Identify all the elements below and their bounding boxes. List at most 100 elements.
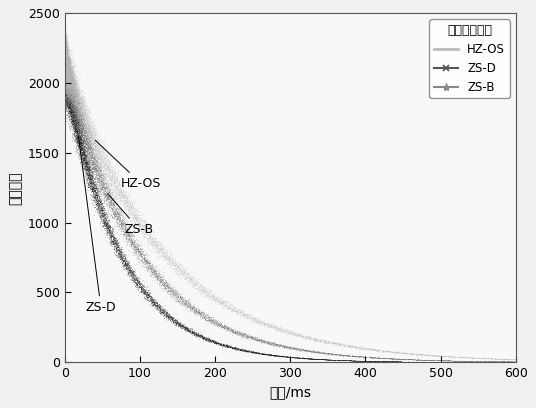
Point	[64, 89, 73, 96]
Point	[125, 212, 134, 219]
Point	[120, 216, 129, 222]
Point	[200, 314, 209, 320]
Point	[61, 73, 69, 79]
Point	[61, 60, 70, 67]
Point	[61, 64, 69, 71]
Point	[81, 163, 90, 169]
Point	[71, 129, 80, 136]
Point	[63, 54, 72, 61]
Point	[61, 67, 70, 74]
Point	[62, 62, 70, 69]
Point	[161, 253, 169, 259]
Point	[62, 73, 70, 79]
Point	[311, 348, 320, 355]
Point	[61, 47, 69, 54]
Point	[68, 89, 76, 95]
Point	[68, 98, 76, 104]
Point	[510, 358, 518, 365]
Point	[61, 68, 69, 75]
Point	[388, 348, 397, 355]
Point	[401, 356, 410, 363]
Point	[63, 71, 71, 78]
Point	[61, 56, 70, 62]
Point	[82, 162, 91, 169]
Point	[61, 62, 69, 69]
Point	[61, 65, 69, 71]
Point	[61, 55, 69, 62]
Point	[465, 357, 474, 364]
Point	[483, 359, 492, 366]
Point	[98, 171, 106, 177]
Point	[266, 324, 275, 330]
Point	[61, 67, 70, 73]
Point	[153, 274, 161, 281]
Point	[201, 313, 210, 319]
Point	[66, 81, 75, 88]
Point	[61, 59, 69, 65]
Point	[66, 88, 75, 94]
Point	[61, 55, 69, 62]
Point	[235, 347, 243, 353]
Point	[78, 103, 87, 109]
Point	[61, 58, 70, 65]
Point	[64, 72, 72, 78]
Point	[64, 89, 72, 95]
Point	[63, 74, 71, 80]
Point	[116, 221, 125, 228]
Point	[61, 71, 70, 78]
Point	[61, 65, 69, 72]
Point	[75, 135, 83, 142]
Point	[65, 84, 73, 90]
Point	[65, 80, 73, 86]
Point	[199, 310, 207, 316]
Point	[61, 51, 70, 57]
Point	[61, 60, 69, 66]
Point	[185, 329, 194, 335]
Point	[106, 175, 115, 181]
Point	[61, 57, 69, 63]
Point	[66, 88, 75, 95]
Point	[62, 68, 70, 75]
Point	[61, 60, 69, 66]
Point	[117, 250, 125, 257]
Point	[64, 93, 72, 99]
Point	[61, 53, 70, 60]
Point	[61, 41, 70, 48]
Point	[61, 68, 69, 75]
Point	[61, 69, 69, 75]
Point	[94, 185, 102, 191]
Point	[74, 117, 83, 124]
Point	[61, 55, 69, 61]
Point	[63, 77, 72, 83]
Point	[61, 64, 69, 70]
Point	[76, 117, 85, 124]
Point	[129, 245, 137, 251]
Point	[65, 88, 73, 95]
Point	[71, 80, 79, 86]
Point	[154, 302, 163, 309]
Point	[61, 67, 69, 73]
Point	[61, 55, 69, 62]
Point	[61, 65, 70, 72]
Point	[73, 106, 82, 113]
Point	[64, 83, 73, 90]
Point	[69, 94, 77, 101]
Point	[61, 91, 69, 97]
Point	[62, 78, 71, 84]
Point	[423, 351, 431, 358]
Point	[147, 231, 155, 238]
Point	[113, 212, 121, 218]
Point	[65, 65, 73, 72]
Point	[61, 64, 69, 70]
Point	[61, 76, 69, 83]
Point	[66, 98, 75, 104]
Point	[69, 95, 77, 101]
Point	[61, 63, 69, 69]
Point	[443, 357, 451, 364]
Point	[61, 85, 69, 92]
Point	[85, 154, 93, 161]
Point	[66, 71, 75, 78]
Point	[62, 46, 70, 53]
Point	[361, 346, 370, 353]
Point	[61, 64, 70, 71]
